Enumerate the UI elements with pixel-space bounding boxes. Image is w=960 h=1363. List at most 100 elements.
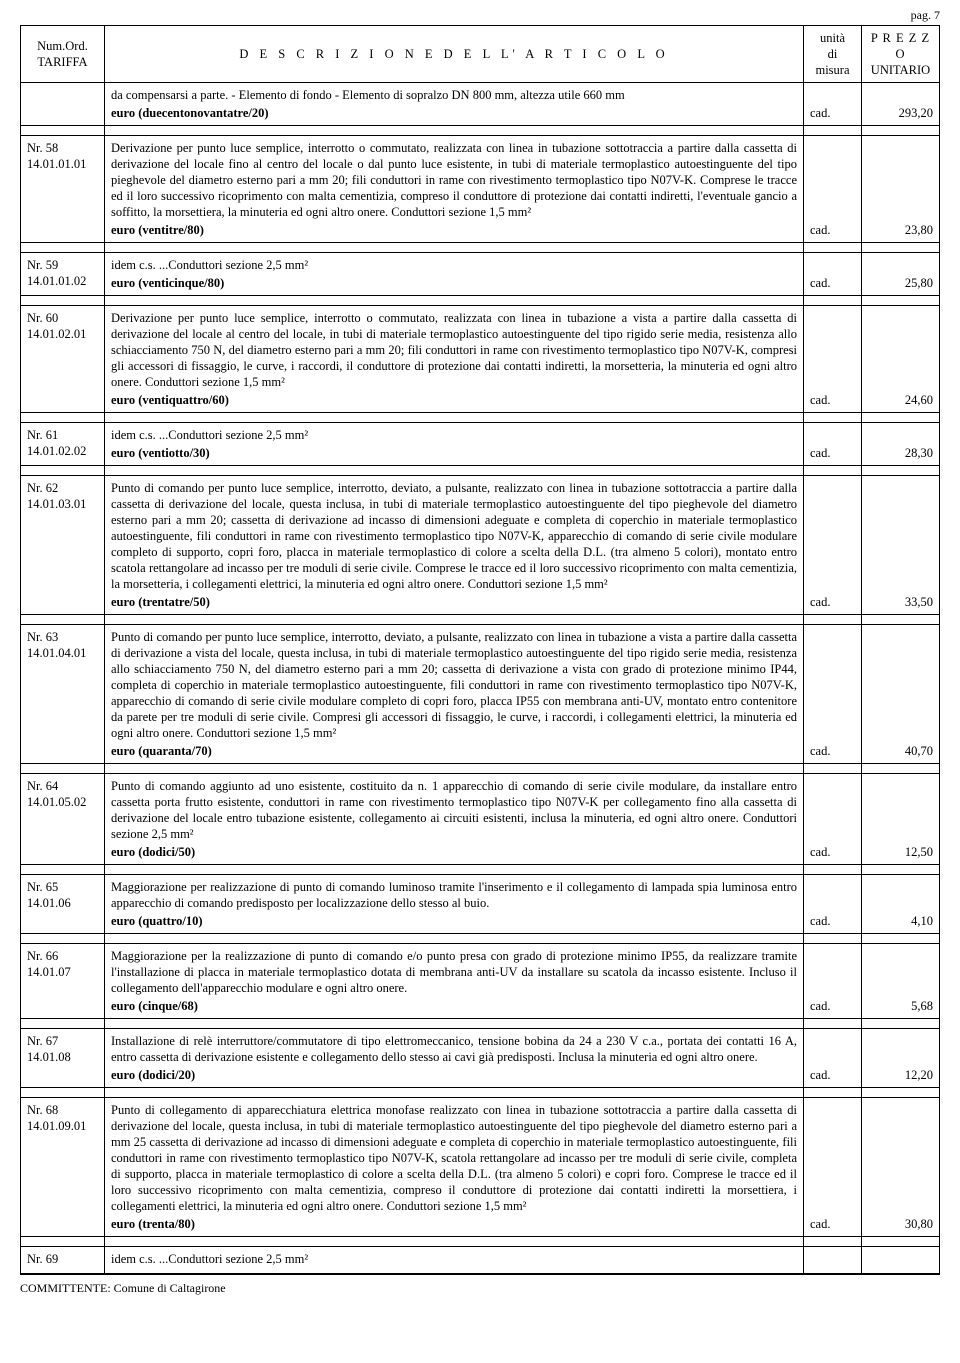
tariffa-cell: Nr. 66 14.01.07	[21, 944, 105, 1019]
euro-text: euro (dodici/50)	[111, 844, 797, 860]
table-row: Nr. 67 14.01.08Installazione di relè int…	[21, 1029, 940, 1088]
table-row: Nr. 61 14.01.02.02idem c.s. ...Conduttor…	[21, 423, 940, 466]
footer-committente: COMMITTENTE: Comune di Caltagirone	[20, 1281, 940, 1296]
price-cell: 12,20	[862, 1029, 940, 1088]
price-cell: 12,50	[862, 774, 940, 865]
description-text: Installazione di relè interruttore/commu…	[111, 1033, 797, 1065]
header-tariffa: Num.Ord. TARIFFA	[21, 26, 105, 83]
description-cell: idem c.s. ...Conduttori sezione 2,5 mm²	[105, 1247, 804, 1274]
tariffa-cell: Nr. 69	[21, 1247, 105, 1274]
tariffa-cell: Nr. 61 14.01.02.02	[21, 423, 105, 466]
description-cell: Punto di collegamento di apparecchiatura…	[105, 1098, 804, 1237]
price-cell: 23,80	[862, 136, 940, 243]
spacer-row	[21, 1237, 940, 1247]
spacer-row	[21, 1088, 940, 1098]
table-row: Nr. 60 14.01.02.01Derivazione per punto …	[21, 306, 940, 413]
description-cell: Derivazione per punto luce semplice, int…	[105, 136, 804, 243]
price-cell: 293,20	[862, 83, 940, 126]
spacer-row	[21, 865, 940, 875]
tariffa-cell	[21, 83, 105, 126]
spacer-row	[21, 413, 940, 423]
unit-cell: cad.	[804, 306, 862, 413]
unit-cell: cad.	[804, 476, 862, 615]
euro-text: euro (ventiotto/30)	[111, 445, 797, 461]
header-unita-3: misura	[815, 63, 849, 77]
header-unita: unità di misura	[804, 26, 862, 83]
tariffa-cell: Nr. 63 14.01.04.01	[21, 625, 105, 764]
table-row: Nr. 65 14.01.06Maggiorazione per realizz…	[21, 875, 940, 934]
table-row: Nr. 63 14.01.04.01Punto di comando per p…	[21, 625, 940, 764]
spacer-row	[21, 243, 940, 253]
table-row: Nr. 69 idem c.s. ...Conduttori sezione 2,…	[21, 1247, 940, 1274]
price-cell: 4,10	[862, 875, 940, 934]
page: pag. 7 Num.Ord. TARIFFA D E S C R I Z I …	[0, 0, 960, 1304]
table-row: Nr. 68 14.01.09.01Punto di collegamento …	[21, 1098, 940, 1237]
description-cell: idem c.s. ...Conduttori sezione 2,5 mm² e…	[105, 423, 804, 466]
header-prezzo: P R E Z Z O UNITARIO	[862, 26, 940, 83]
description-text: idem c.s. ...Conduttori sezione 2,5 mm²	[111, 257, 797, 273]
spacer-row	[21, 466, 940, 476]
description-text: idem c.s. ...Conduttori sezione 2,5 mm²	[111, 427, 797, 443]
unit-cell	[804, 1247, 862, 1274]
tariffa-cell: Nr. 65 14.01.06	[21, 875, 105, 934]
euro-text: euro (ventitre/80)	[111, 222, 797, 238]
description-cell: Maggiorazione per la realizzazione di pu…	[105, 944, 804, 1019]
description-text: idem c.s. ...Conduttori sezione 2,5 mm²	[111, 1251, 797, 1267]
description-cell: Derivazione per punto luce semplice, int…	[105, 306, 804, 413]
description-text: da compensarsi a parte. - Elemento di fo…	[111, 87, 797, 103]
spacer-row	[21, 764, 940, 774]
description-text: Maggiorazione per realizzazione di punto…	[111, 879, 797, 911]
description-text: Punto di comando aggiunto ad uno esisten…	[111, 778, 797, 842]
unit-cell: cad.	[804, 136, 862, 243]
unit-cell: cad.	[804, 1029, 862, 1088]
page-number: pag. 7	[20, 8, 940, 23]
header-tariffa-text: Num.Ord. TARIFFA	[37, 39, 88, 69]
price-cell: 5,68	[862, 944, 940, 1019]
description-cell: Punto di comando per punto luce semplice…	[105, 476, 804, 615]
unit-cell: cad.	[804, 625, 862, 764]
table-row: da compensarsi a parte. - Elemento di fo…	[21, 83, 940, 126]
header-unita-1: unità	[820, 31, 845, 45]
euro-text: euro (duecentonovantatre/20)	[111, 105, 797, 121]
euro-text: euro (ventiquattro/60)	[111, 392, 797, 408]
euro-text: euro (dodici/20)	[111, 1067, 797, 1083]
euro-text: euro (quattro/10)	[111, 913, 797, 929]
unit-cell: cad.	[804, 83, 862, 126]
table-bottom-border	[21, 1274, 940, 1275]
unit-cell: cad.	[804, 774, 862, 865]
price-cell: 40,70	[862, 625, 940, 764]
header-prezzo-2: UNITARIO	[871, 63, 930, 77]
description-text: Punto di comando per punto luce semplice…	[111, 629, 797, 741]
euro-text: euro (venticinque/80)	[111, 275, 797, 291]
tariffa-cell: Nr. 67 14.01.08	[21, 1029, 105, 1088]
description-text: Punto di collegamento di apparecchiatura…	[111, 1102, 797, 1214]
tariffa-cell: Nr. 59 14.01.01.02	[21, 253, 105, 296]
euro-text: euro (trenta/80)	[111, 1216, 797, 1232]
spacer-row	[21, 1019, 940, 1029]
unit-cell: cad.	[804, 1098, 862, 1237]
description-text: Derivazione per punto luce semplice, int…	[111, 140, 797, 220]
price-cell: 30,80	[862, 1098, 940, 1237]
header-unita-2: di	[828, 47, 838, 61]
spacer-row	[21, 615, 940, 625]
euro-text: euro (trentatre/50)	[111, 594, 797, 610]
description-cell: da compensarsi a parte. - Elemento di fo…	[105, 83, 804, 126]
table-row: Nr. 64 14.01.05.02Punto di comando aggiu…	[21, 774, 940, 865]
description-cell: Maggiorazione per realizzazione di punto…	[105, 875, 804, 934]
description-cell: idem c.s. ...Conduttori sezione 2,5 mm² e…	[105, 253, 804, 296]
euro-text: euro (cinque/68)	[111, 998, 797, 1014]
description-text: Derivazione per punto luce semplice, int…	[111, 310, 797, 390]
unit-cell: cad.	[804, 253, 862, 296]
price-cell: 24,60	[862, 306, 940, 413]
euro-text: euro (quaranta/70)	[111, 743, 797, 759]
tariffa-cell: Nr. 64 14.01.05.02	[21, 774, 105, 865]
price-cell: 33,50	[862, 476, 940, 615]
table-row: Nr. 59 14.01.01.02idem c.s. ...Conduttor…	[21, 253, 940, 296]
table-row: Nr. 58 14.01.01.01Derivazione per punto …	[21, 136, 940, 243]
tariffa-cell: Nr. 60 14.01.02.01	[21, 306, 105, 413]
table-header-row: Num.Ord. TARIFFA D E S C R I Z I O N E D…	[21, 26, 940, 83]
header-descrizione: D E S C R I Z I O N E D E L L' A R T I C…	[105, 26, 804, 83]
description-cell: Punto di comando aggiunto ad uno esisten…	[105, 774, 804, 865]
tariffa-cell: Nr. 68 14.01.09.01	[21, 1098, 105, 1237]
description-text: Maggiorazione per la realizzazione di pu…	[111, 948, 797, 996]
